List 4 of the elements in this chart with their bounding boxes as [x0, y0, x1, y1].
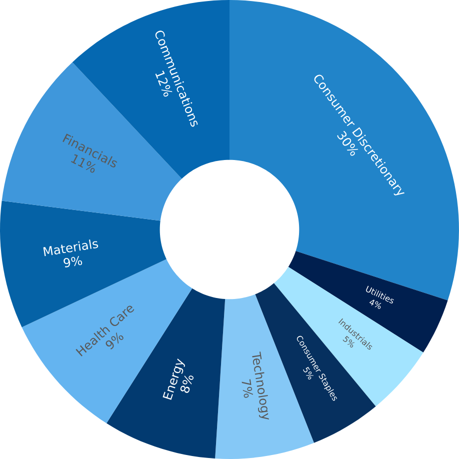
data-label: 9%: [64, 256, 82, 268]
slice-label: Technology: [252, 352, 269, 420]
data-label: 7%: [242, 379, 254, 398]
slice-label: Materials: [43, 240, 98, 256]
